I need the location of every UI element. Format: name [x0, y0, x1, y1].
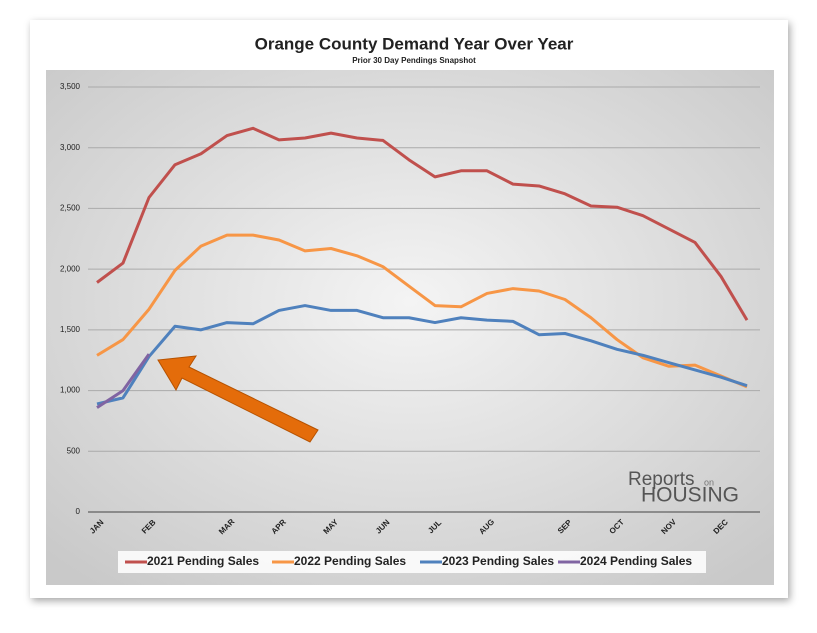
y-tick-label: 2,500 [60, 204, 81, 213]
chart-title: Orange County Demand Year Over Year [255, 34, 574, 53]
y-tick-label: 500 [67, 446, 81, 455]
annotation-arrow [157, 355, 319, 443]
logo-brand: Reports [628, 469, 695, 490]
y-tick-label: 1,000 [60, 386, 81, 395]
series-line [96, 353, 151, 409]
y-tick-label: 3,000 [60, 143, 81, 152]
legend-label: 2023 Pending Sales [442, 554, 554, 568]
legend-label: 2022 Pending Sales [294, 554, 406, 568]
y-tick-label: 1,500 [60, 325, 81, 334]
plot-background [46, 70, 774, 585]
legend-box [118, 551, 706, 573]
y-tick-label: 2,000 [60, 264, 81, 273]
logo-big: HOUSING [641, 484, 739, 507]
chart-subtitle: Prior 30 Day Pendings Snapshot [352, 56, 476, 65]
series-line [96, 126, 749, 321]
legend-label: 2024 Pending Sales [580, 554, 692, 568]
y-tick-label: 0 [76, 507, 81, 516]
legend-label: 2021 Pending Sales [147, 554, 259, 568]
arrow-shape [157, 355, 319, 443]
y-tick-label: 3,500 [60, 82, 81, 91]
series-line [96, 304, 748, 406]
logo-small: on [704, 477, 714, 487]
